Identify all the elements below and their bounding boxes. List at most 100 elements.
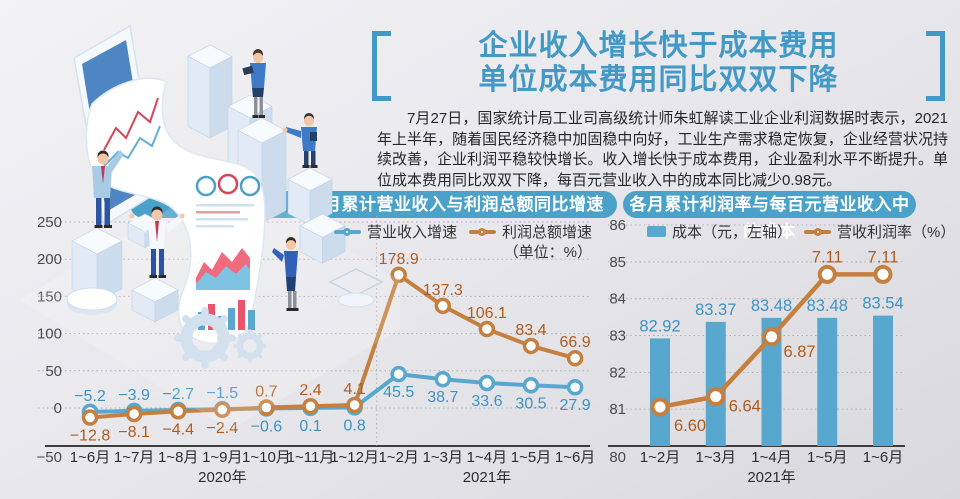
- legend-label-cost: 成本（元，左轴）: [672, 224, 793, 241]
- mini-bar-chart: [198, 300, 255, 330]
- svg-text:106.1: 106.1: [467, 305, 507, 322]
- right-chart-banner: 各月累计利润率与每百元营业收入中的成本: [623, 191, 916, 241]
- svg-text:2021年: 2021年: [463, 469, 511, 486]
- gear-icon: [233, 329, 267, 363]
- svg-text:2020年: 2020年: [198, 469, 246, 486]
- right-chart: 86 85 84 83 82 81 80 1~2月 1~3月 1~4月 1~5月 1~6月 2021年 8…: [608, 217, 905, 486]
- svg-text:1~6月: 1~6月: [70, 449, 110, 466]
- svg-text:200: 200: [37, 251, 62, 268]
- profit-line-marker-icon: [468, 227, 496, 236]
- svg-text:1~11月: 1~11月: [287, 449, 335, 466]
- legend-label-margin: 营收利润率（%）: [837, 224, 956, 241]
- svg-text:83.4: 83.4: [515, 322, 546, 339]
- svg-text:66.9: 66.9: [560, 334, 591, 351]
- svg-text:−50: −50: [37, 449, 62, 466]
- svg-text:83: 83: [609, 328, 626, 345]
- svg-text:1~12月: 1~12月: [330, 449, 379, 466]
- svg-text:1~3月: 1~3月: [696, 449, 736, 466]
- bracket-right-icon: [926, 31, 945, 101]
- svg-text:82.92: 82.92: [639, 317, 680, 335]
- svg-text:1~3月: 1~3月: [423, 449, 463, 466]
- svg-text:1~6月: 1~6月: [863, 449, 903, 466]
- svg-text:6.64: 6.64: [729, 398, 761, 416]
- svg-text:7.11: 7.11: [868, 248, 899, 266]
- margin-line-marker-icon: [804, 227, 832, 236]
- legend-item-cost: 成本（元，左轴）: [647, 221, 792, 242]
- cost-bar-swatch-icon: [647, 226, 666, 237]
- deco-plate-stack: [337, 292, 375, 308]
- svg-text:0.7: 0.7: [255, 383, 277, 400]
- svg-text:178.9: 178.9: [379, 251, 419, 268]
- gear-icon: [174, 307, 236, 369]
- svg-text:7.11: 7.11: [812, 248, 843, 266]
- svg-text:1~6月: 1~6月: [555, 449, 595, 466]
- svg-text:−8.1: −8.1: [118, 424, 150, 441]
- legend-item-revenue: 营业收入增速: [333, 221, 457, 242]
- page-title: 企业收入增长快于成本费用 单位成本费用同比双双下降: [397, 29, 920, 97]
- svg-text:100: 100: [37, 326, 62, 343]
- svg-text:250: 250: [37, 214, 62, 231]
- svg-text:80: 80: [609, 449, 626, 466]
- svg-text:1~2月: 1~2月: [378, 449, 418, 466]
- svg-text:1~9月: 1~9月: [202, 449, 242, 466]
- svg-text:82: 82: [609, 364, 626, 381]
- svg-text:−1.5: −1.5: [207, 385, 239, 402]
- svg-text:−3.9: −3.9: [118, 387, 150, 404]
- left-chart-banner: 各月累计营业收入与利润总额同比增速: [130, 191, 617, 218]
- headline-block: 企业收入增长快于成本费用 单位成本费用同比双双下降: [372, 28, 945, 106]
- legend-label-revenue: 营业收入增速: [366, 224, 457, 241]
- legend-label-profit: 利润总额增速: [501, 224, 592, 241]
- mini-line-chart-blue: [103, 125, 161, 167]
- svg-text:85: 85: [609, 254, 626, 271]
- svg-text:−5.2: −5.2: [74, 388, 106, 405]
- svg-text:30.5: 30.5: [515, 395, 546, 412]
- svg-text:137.3: 137.3: [423, 282, 463, 299]
- svg-text:83.48: 83.48: [807, 297, 848, 315]
- mini-area-chart: [196, 248, 250, 290]
- legend-item-profit: 利润总额增速: [468, 221, 592, 242]
- bracket-left-icon: [372, 31, 391, 101]
- svg-text:84: 84: [609, 291, 626, 308]
- svg-text:−0.6: −0.6: [251, 418, 283, 435]
- title-line-1: 企业收入增长快于成本费用: [478, 30, 839, 62]
- svg-text:0.1: 0.1: [299, 418, 321, 435]
- gear-icons: [174, 307, 267, 369]
- svg-text:−4.4: −4.4: [162, 421, 194, 438]
- svg-text:1~5月: 1~5月: [807, 449, 847, 466]
- svg-text:1~10月: 1~10月: [242, 449, 291, 466]
- svg-text:2021年: 2021年: [747, 469, 795, 486]
- svg-text:83.54: 83.54: [862, 295, 903, 313]
- mini-line-chart-red: [103, 97, 159, 151]
- svg-text:4.1: 4.1: [343, 381, 365, 398]
- svg-text:45.5: 45.5: [383, 384, 414, 401]
- svg-text:83.37: 83.37: [695, 301, 736, 319]
- svg-text:6.87: 6.87: [784, 343, 816, 361]
- deco-diamond-outline: [328, 268, 384, 296]
- svg-text:−2.4: −2.4: [207, 420, 239, 437]
- revenue-line-marker-icon: [333, 227, 361, 236]
- svg-text:33.6: 33.6: [471, 393, 502, 410]
- person-analyst-tablet: [242, 49, 266, 118]
- svg-text:1~5月: 1~5月: [511, 449, 551, 466]
- svg-text:1~2月: 1~2月: [640, 449, 680, 466]
- svg-text:2.4: 2.4: [299, 382, 321, 399]
- svg-text:−12.8: −12.8: [70, 428, 111, 445]
- svg-text:86: 86: [609, 217, 626, 234]
- person-pointing: [282, 113, 318, 168]
- svg-text:1~4月: 1~4月: [467, 449, 507, 466]
- unit-note: （单位：%）: [503, 244, 592, 261]
- title-line-2: 单位成本费用同比双双下降: [478, 64, 839, 96]
- svg-text:27.9: 27.9: [560, 397, 591, 414]
- svg-text:1~8月: 1~8月: [158, 449, 198, 466]
- svg-text:83.48: 83.48: [751, 297, 792, 315]
- button-disc: [66, 287, 118, 315]
- right-chart-legend: 成本（元，左轴） 营收利润率（%）: [647, 221, 955, 242]
- svg-text:50: 50: [45, 363, 62, 380]
- person-woman-report: [272, 237, 299, 311]
- left-chart-legend: 营业收入增速 利润总额增速: [333, 221, 592, 242]
- svg-text:0.8: 0.8: [343, 417, 365, 434]
- person-reaching: [92, 150, 124, 228]
- svg-text:−2.7: −2.7: [162, 386, 194, 403]
- svg-text:81: 81: [609, 401, 626, 418]
- intro-paragraph: 7月27日，国家统计局工业司高级统计师朱虹解读工业企业利润数据时表示，2021年…: [377, 110, 948, 189]
